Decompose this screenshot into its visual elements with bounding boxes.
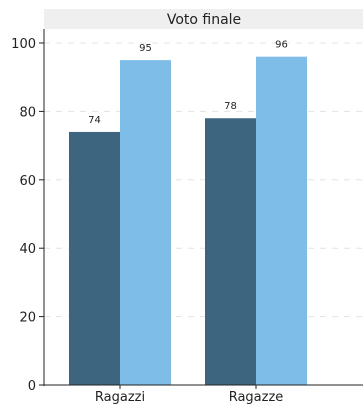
- bar-ragazzi-1: [69, 131, 120, 385]
- chart-title: Voto finale: [167, 12, 241, 28]
- y-tick-label: 60: [19, 174, 36, 189]
- data-label: 95: [139, 43, 152, 54]
- y-tick-label: 20: [19, 311, 36, 326]
- bar-ragazze-2: [256, 56, 307, 386]
- bars: [69, 56, 307, 386]
- bar-ragazze-1: [205, 118, 256, 386]
- bar-ragazzi-2: [120, 60, 171, 385]
- grid-lines: [44, 42, 363, 318]
- y-axis: 0 20 40 60 80 100: [11, 29, 45, 394]
- data-labels: 74 95 78 96: [88, 40, 288, 126]
- y-tick-label: 40: [19, 242, 36, 257]
- x-tick-label-ragazzi: Ragazzi: [95, 390, 145, 404]
- data-label: 96: [275, 40, 288, 51]
- y-tick-label: 80: [19, 105, 36, 120]
- y-tick-label: 0: [28, 379, 36, 394]
- title-background: [44, 9, 363, 29]
- x-tick-label-ragazze: Ragazze: [229, 390, 284, 404]
- y-tick-label: 100: [11, 37, 36, 52]
- title-strip: Voto finale: [44, 9, 363, 29]
- data-label: 78: [224, 101, 237, 112]
- x-axis: Ragazzi Ragazze: [44, 384, 363, 404]
- data-label: 74: [88, 115, 101, 126]
